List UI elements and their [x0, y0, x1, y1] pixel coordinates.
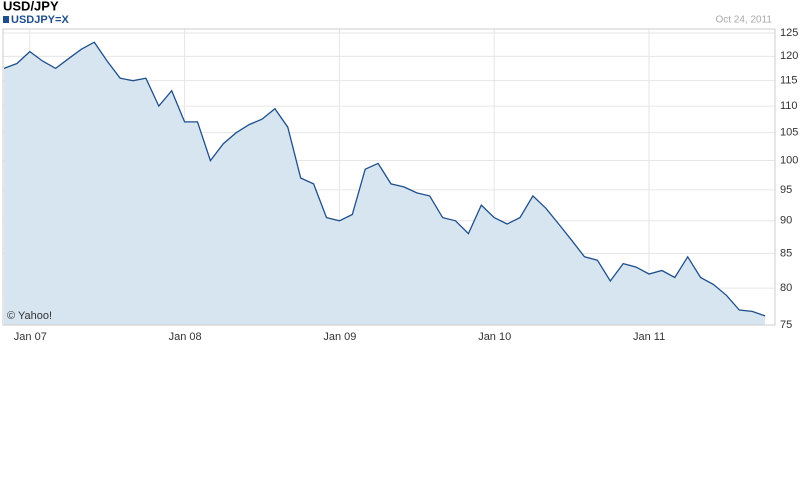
credit: © Yahoo! [7, 310, 52, 322]
line [3, 41, 766, 317]
x-tick-label: Jan 10 [478, 331, 511, 343]
y-tick-label: 95 [780, 184, 792, 196]
x-tick-label: Jan 08 [169, 331, 202, 343]
y-tick-label: 105 [780, 127, 798, 139]
y-tick-label: 100 [780, 154, 798, 166]
y-tick-label: 75 [780, 319, 792, 331]
y-tick-label: 125 [780, 27, 798, 39]
y-tick-label: 80 [780, 282, 792, 294]
y-tick-label: 110 [780, 100, 798, 112]
x-tick-label: Jan 11 [633, 331, 665, 343]
date-label: Oct 24, 2011 [715, 15, 772, 26]
x-tick-label: Jan 07 [14, 331, 47, 343]
legend-label: USDJPY=X [11, 14, 69, 26]
plot: 75 80 85 90 95 100 105 110 115 120 125 Jan 07 Jan 08… [3, 27, 798, 343]
area [4, 42, 766, 325]
legend-swatch [3, 16, 9, 23]
x-tick-label: Jan 09 [323, 331, 356, 343]
y-tick-label: 85 [780, 247, 792, 259]
y-tick-label: 90 [780, 215, 792, 227]
y-tick-label: 115 [780, 75, 798, 87]
chart-title: USD/JPY [3, 0, 59, 13]
y-tick-label: 120 [780, 50, 798, 62]
plot-border [2, 28, 776, 326]
